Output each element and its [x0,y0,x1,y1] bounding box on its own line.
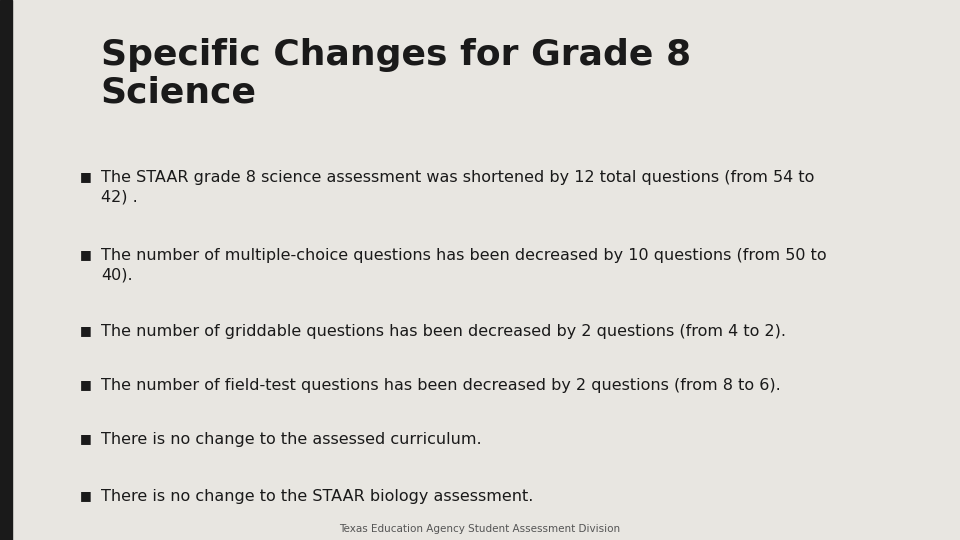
Text: ■: ■ [80,170,91,183]
Text: ■: ■ [80,489,91,502]
Text: ■: ■ [80,324,91,337]
Text: ■: ■ [80,432,91,445]
Text: Specific Changes for Grade 8
Science: Specific Changes for Grade 8 Science [101,38,691,110]
Text: ■: ■ [80,248,91,261]
Text: There is no change to the STAAR biology assessment.: There is no change to the STAAR biology … [101,489,533,504]
Bar [0,0,12,540]
Text: The STAAR grade 8 science assessment was shortened by 12 total questions (from 5: The STAAR grade 8 science assessment was… [101,170,814,204]
Text: The number of multiple-choice questions has been decreased by 10 questions (from: The number of multiple-choice questions … [101,248,827,282]
Text: ■: ■ [80,378,91,391]
Text: There is no change to the assessed curriculum.: There is no change to the assessed curri… [101,432,481,447]
Text: The number of griddable questions has been decreased by 2 questions (from 4 to 2: The number of griddable questions has be… [101,324,786,339]
Text: The number of field-test questions has been decreased by 2 questions (from 8 to : The number of field-test questions has b… [101,378,780,393]
Text: Texas Education Agency Student Assessment Division: Texas Education Agency Student Assessmen… [340,523,620,534]
